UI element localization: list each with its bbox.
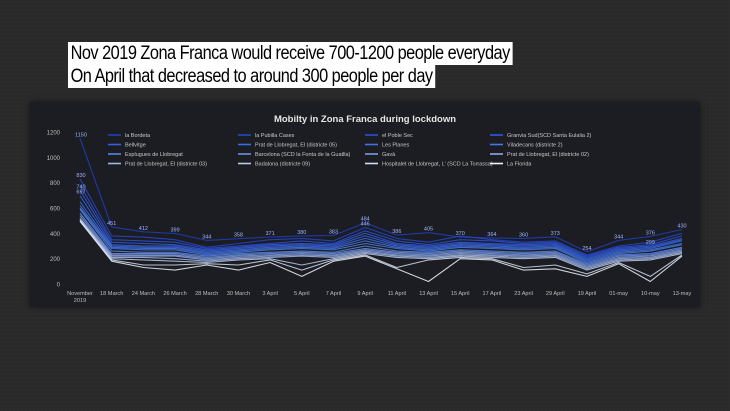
x-tick-label: 26 March bbox=[163, 291, 186, 297]
legend-entry: la Pubilla Cases bbox=[255, 133, 295, 139]
x-tick-label: November bbox=[67, 291, 93, 297]
x-tick-label: 24 March bbox=[132, 291, 155, 297]
x-tick-label: 23 April bbox=[514, 291, 533, 297]
legend-entry: Viladecans (districte 2) bbox=[507, 143, 563, 149]
series-line bbox=[79, 219, 683, 270]
data-label: 740 bbox=[76, 184, 85, 190]
legend-entry: Esplugues de Llobregat bbox=[125, 152, 183, 158]
x-tick-label: 10-may bbox=[641, 291, 660, 297]
series-line bbox=[79, 212, 683, 266]
x-tick-label: 28 March bbox=[195, 291, 218, 297]
legend-entry: Bellvitge bbox=[125, 143, 146, 149]
data-label: 360 bbox=[519, 232, 528, 238]
headline: Nov 2019 Zona Franca would receive 700-1… bbox=[68, 42, 513, 88]
chart-legend: la Bordeta la Pubilla Cases el Poble Sec Gr… bbox=[108, 133, 592, 168]
data-label: 299 bbox=[646, 240, 655, 246]
data-label: 697 bbox=[76, 190, 85, 196]
x-tick-label: 29 April bbox=[546, 291, 565, 297]
series-line bbox=[79, 219, 683, 271]
data-label: 364 bbox=[487, 232, 496, 238]
y-tick-label: 200 bbox=[50, 257, 61, 263]
series-line bbox=[79, 215, 683, 267]
series-line bbox=[79, 138, 683, 253]
legend-entry: Les Planes bbox=[382, 143, 409, 149]
y-axis: 0 200 400 600 800 1000 1200 bbox=[47, 131, 61, 289]
legend-entry: Badalona (districte 09) bbox=[255, 162, 310, 168]
x-tick-label: 13-may bbox=[673, 291, 692, 297]
x-tick-label: 15 April bbox=[451, 291, 470, 297]
data-label: 405 bbox=[424, 227, 433, 233]
legend-entry: Granvia Sud(SCD Santa Eulalia 2) bbox=[507, 133, 592, 139]
legend-entry: Hospitalet de Llobregat, L' (SCD La Torr… bbox=[382, 162, 493, 168]
data-label: 451 bbox=[107, 221, 116, 227]
x-tick-label: 30 March bbox=[227, 291, 250, 297]
series-line bbox=[79, 201, 683, 261]
x-tick-label: 11 April bbox=[388, 291, 406, 297]
series-line bbox=[79, 220, 683, 283]
data-label: 386 bbox=[392, 229, 401, 235]
series-line bbox=[79, 190, 683, 258]
data-label: 1150 bbox=[75, 132, 87, 138]
data-label: 370 bbox=[456, 231, 465, 237]
y-tick-label: 1000 bbox=[47, 156, 61, 162]
legend-entry: Gavà bbox=[382, 152, 396, 158]
legend-entry: Prat de Llobregat, El (districte 05) bbox=[255, 143, 337, 149]
x-tick-label: 5 April bbox=[294, 291, 310, 297]
data-label: 430 bbox=[677, 224, 686, 230]
y-tick-label: 800 bbox=[50, 181, 61, 187]
data-label: 373 bbox=[551, 231, 560, 237]
data-label: 446 bbox=[361, 222, 370, 228]
data-label: 484 bbox=[361, 217, 370, 223]
data-label: 376 bbox=[646, 230, 655, 236]
headline-line-2: On April that decreased to around 300 pe… bbox=[68, 65, 436, 88]
x-tick-label: 9 April bbox=[357, 291, 373, 297]
series-line bbox=[79, 217, 683, 269]
chart-panel: Mobilty in Zona Franca during lockdown l… bbox=[30, 102, 700, 307]
mobility-line-chart: Mobilty in Zona Franca during lockdown l… bbox=[47, 114, 692, 304]
series-line bbox=[79, 220, 683, 277]
x-tick-label: 19 April bbox=[578, 291, 597, 297]
data-label: 380 bbox=[297, 230, 306, 236]
x-tick-label: 7 April bbox=[326, 291, 342, 297]
headline-line-1: Nov 2019 Zona Franca would receive 700-1… bbox=[68, 42, 513, 65]
series-line bbox=[79, 178, 683, 256]
legend-entry: La Florida bbox=[507, 162, 532, 168]
series-line bbox=[79, 207, 683, 264]
series-line bbox=[79, 208, 683, 265]
series-line bbox=[79, 195, 683, 260]
legend-entry: Prat de Llobregat, El (districte 02) bbox=[507, 152, 589, 158]
y-tick-label: 600 bbox=[50, 207, 61, 213]
y-tick-label: 400 bbox=[50, 232, 61, 238]
legend-entry: Prat de Llobregat, El (districte 03) bbox=[125, 162, 207, 168]
series-line bbox=[79, 205, 683, 262]
data-label: 344 bbox=[614, 234, 623, 240]
data-label: 830 bbox=[76, 173, 85, 179]
data-label: 383 bbox=[329, 229, 338, 235]
legend-entry: el Poble Sec bbox=[382, 133, 413, 139]
legend-entry: Barcelona (SCD la Fonta de la Guatlla) bbox=[255, 152, 351, 158]
x-tick-label: 01-may bbox=[609, 291, 628, 297]
x-tick-label: 2019 bbox=[74, 298, 86, 304]
x-tick-label: 3 April bbox=[262, 291, 278, 297]
chart-title: Mobilty in Zona Franca during lockdown bbox=[274, 114, 456, 125]
data-label: 399 bbox=[170, 227, 179, 233]
x-tick-label: 18 March bbox=[100, 291, 123, 297]
series-line bbox=[79, 184, 683, 257]
data-label: 344 bbox=[202, 234, 211, 240]
data-label: 254 bbox=[582, 246, 591, 252]
x-tick-label: 17 April bbox=[483, 291, 502, 297]
data-label: 358 bbox=[234, 233, 243, 239]
data-label: 371 bbox=[266, 231, 275, 237]
y-tick-label: 1200 bbox=[47, 131, 61, 137]
series-lines bbox=[79, 138, 683, 283]
data-label: 412 bbox=[139, 226, 148, 232]
y-tick-label: 0 bbox=[57, 283, 61, 289]
x-tick-label: 13 April bbox=[419, 291, 438, 297]
legend-entry: la Bordeta bbox=[125, 133, 151, 139]
